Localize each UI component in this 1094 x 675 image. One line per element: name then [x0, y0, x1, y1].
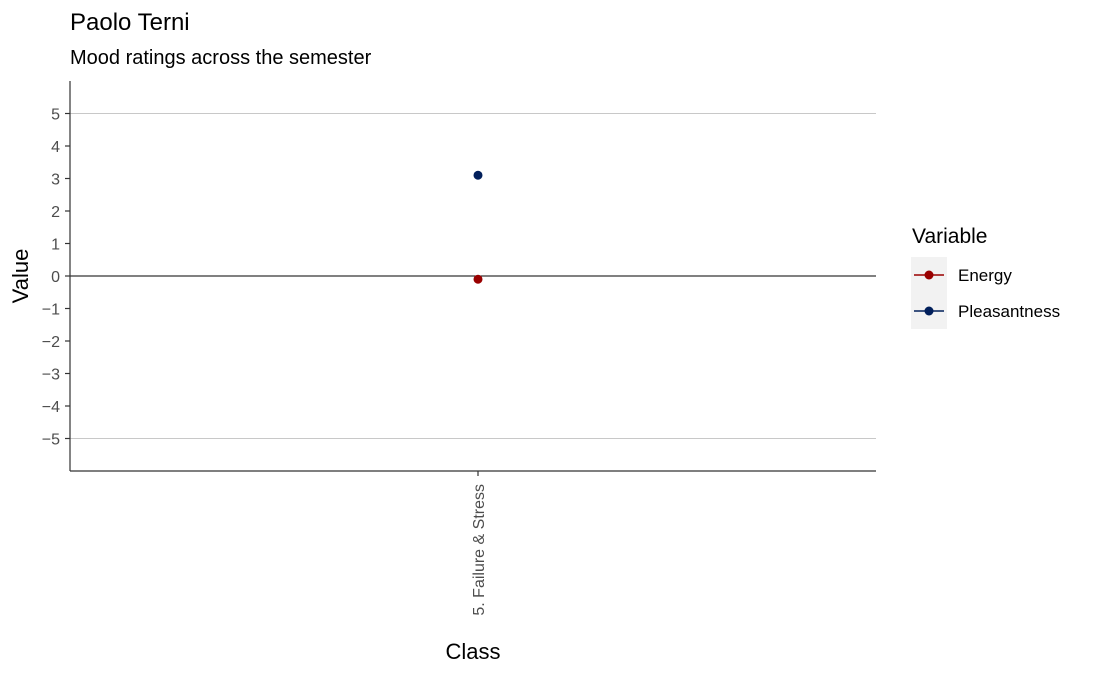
- y-tick-label: 0: [51, 269, 60, 286]
- chart-title: Paolo Terni: [70, 9, 190, 36]
- legend: Variable Energy Pleasantness: [911, 225, 1060, 329]
- y-tick-label: 3: [51, 172, 60, 189]
- x-axis-label: Class: [445, 639, 500, 664]
- x-tick-label: 5. Failure & Stress: [471, 484, 488, 616]
- legend-label: Pleasantness: [958, 302, 1060, 321]
- y-tick-label: −4: [42, 399, 60, 416]
- legend-key-marker: [924, 306, 934, 316]
- data-points: [473, 170, 483, 284]
- legend-key-marker: [924, 270, 934, 280]
- legend-title: Variable: [912, 225, 988, 248]
- point-pleasantness: [473, 170, 483, 180]
- chart-subtitle: Mood ratings across the semester: [70, 47, 372, 69]
- y-tick-label: −1: [42, 302, 60, 319]
- y-tick-label: −2: [42, 334, 60, 351]
- y-tick-label: 2: [51, 204, 60, 221]
- y-tick-label: −5: [42, 432, 60, 449]
- legend-label: Energy: [958, 266, 1012, 285]
- y-axis-label: Value: [8, 249, 33, 304]
- y-tick-label: −3: [42, 367, 60, 384]
- gridlines: [70, 113, 876, 439]
- y-tick-label: 5: [51, 107, 60, 124]
- point-energy: [473, 274, 483, 284]
- x-axis-ticks: 5. Failure & Stress: [471, 471, 488, 616]
- y-axis-ticks: 5 4 3 2 1 0 −1 −2 −3 −4 −5: [42, 107, 70, 449]
- y-tick-label: 1: [51, 237, 60, 254]
- y-tick-label: 4: [51, 139, 60, 156]
